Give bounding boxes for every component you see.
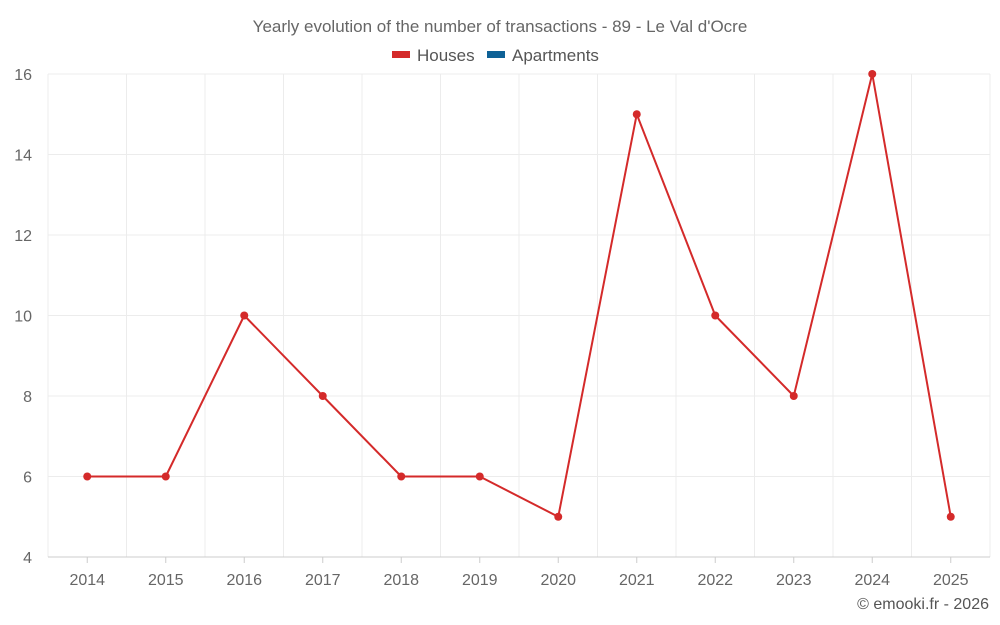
x-tick-label: 2022 [697, 572, 733, 589]
data-point[interactable] [711, 311, 720, 320]
x-tick-label: 2018 [383, 572, 419, 589]
x-tick-label: 2019 [462, 572, 498, 589]
y-tick-label: 10 [14, 309, 32, 326]
legend-label-apartments: Apartments [512, 46, 599, 65]
legend-label-houses: Houses [417, 46, 475, 65]
y-tick-label: 12 [14, 228, 32, 245]
grid [47, 73, 991, 558]
x-tick-label: 2021 [619, 572, 655, 589]
data-point[interactable] [946, 512, 955, 521]
legend-item-apartments[interactable]: Apartments [487, 46, 599, 65]
x-tick-label: 2020 [540, 572, 576, 589]
x-tick-label: 2025 [933, 572, 969, 589]
legend-swatch-houses [392, 51, 410, 58]
series-line-houses [87, 73, 952, 518]
x-tick-label: 2016 [226, 572, 262, 589]
data-point[interactable] [554, 512, 563, 521]
axes: 4 6 8 10 12 14 16 2014 2015 2016 2017 2018 2019 2020 2… [14, 67, 990, 589]
chart-title: Yearly evolution of the number of transa… [253, 17, 748, 36]
x-tick-label: 2014 [69, 572, 105, 589]
x-tick-label: 2024 [854, 572, 890, 589]
legend-item-houses[interactable]: Houses [392, 46, 475, 65]
legend-swatch-apartments [487, 51, 505, 58]
data-point[interactable] [789, 392, 798, 400]
y-tick-label: 6 [23, 470, 32, 487]
y-tick-label: 14 [14, 148, 32, 165]
credit-text: © emooki.fr - 2026 [857, 596, 989, 613]
x-tick-label: 2017 [305, 572, 341, 589]
data-point[interactable] [83, 472, 92, 481]
y-tick-label: 8 [23, 389, 32, 406]
data-point[interactable] [632, 110, 641, 119]
legend: Houses Apartments [392, 46, 599, 65]
x-tick-label: 2023 [776, 572, 812, 589]
series-houses [83, 70, 955, 521]
data-point[interactable] [240, 311, 249, 320]
data-point[interactable] [475, 472, 484, 481]
data-point[interactable] [397, 472, 406, 481]
data-point[interactable] [161, 472, 170, 481]
x-tick-label: 2015 [148, 572, 184, 589]
y-tick-label: 16 [14, 67, 32, 84]
y-tick-label: 4 [23, 550, 32, 567]
data-point[interactable] [868, 70, 877, 78]
data-point[interactable] [318, 392, 327, 400]
